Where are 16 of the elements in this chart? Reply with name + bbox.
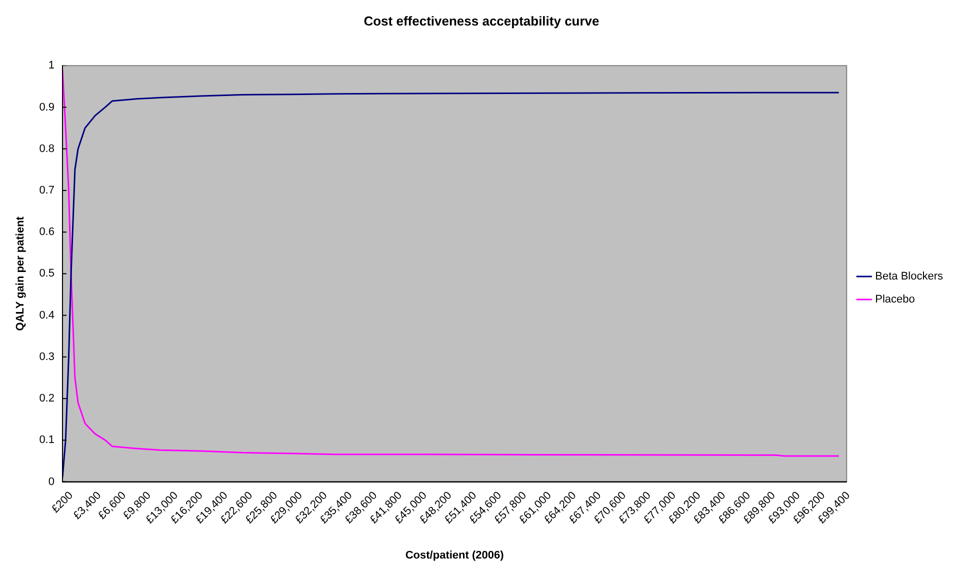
y-tick-label: 0.9 (39, 101, 54, 114)
y-tick-label: 0.5 (39, 268, 54, 280)
y-tick-label: 0.1 (39, 434, 54, 446)
y-axis-title: QALY gain per patient (14, 216, 27, 331)
y-tick-label: 0.6 (39, 226, 54, 238)
legend-label: Placebo (875, 294, 915, 306)
y-tick-label: 0.2 (39, 392, 54, 405)
y-tick-label: 0 (48, 476, 54, 488)
y-tick-label: 0.3 (39, 350, 54, 363)
x-axis-title: Cost/patient (2006) (405, 549, 504, 562)
chart-title: Cost effectiveness acceptability curve (364, 13, 600, 28)
y-tick-label: 1 (48, 60, 54, 72)
y-tick-label: 0.4 (39, 309, 54, 322)
y-tick-label: 0.7 (39, 184, 54, 196)
y-tick-label: 0.8 (39, 142, 54, 155)
legend-label: Beta Blockers (875, 270, 944, 283)
